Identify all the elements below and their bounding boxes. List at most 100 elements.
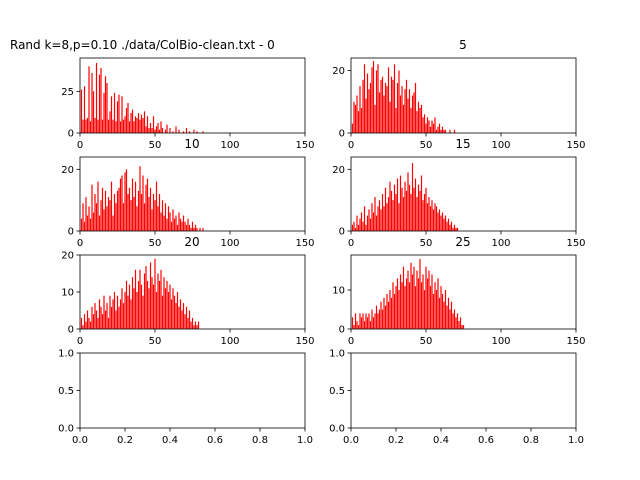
x-tick-label: 100 bbox=[491, 140, 510, 151]
histogram-bar bbox=[386, 86, 388, 134]
histogram-bar bbox=[402, 197, 405, 231]
histogram-bar bbox=[371, 203, 373, 231]
histogram-bar bbox=[130, 200, 132, 231]
histogram-bar bbox=[440, 215, 442, 231]
histogram-bar bbox=[399, 95, 402, 133]
histogram-bar bbox=[447, 297, 450, 329]
axes-frame bbox=[350, 352, 577, 429]
histogram-bar bbox=[437, 278, 439, 329]
histogram-bar bbox=[112, 215, 114, 231]
x-tick-label: 100 bbox=[220, 140, 239, 151]
histogram-bar bbox=[176, 292, 179, 329]
histogram-bar bbox=[104, 310, 107, 329]
histogram-bar bbox=[384, 305, 387, 329]
histogram-bar bbox=[197, 321, 200, 329]
y-tick-label: 0.5 bbox=[58, 386, 74, 397]
histogram-bar bbox=[124, 292, 126, 329]
histogram-bar bbox=[365, 98, 367, 134]
histogram-bar bbox=[103, 209, 105, 231]
histogram-bar bbox=[369, 321, 372, 329]
histogram-bar bbox=[130, 299, 132, 329]
histogram-bar bbox=[184, 314, 186, 329]
histogram-bar bbox=[92, 91, 95, 133]
histogram-bar bbox=[178, 212, 180, 231]
subplot-title: 20 bbox=[184, 235, 199, 249]
histogram-bar bbox=[426, 278, 429, 329]
histogram-bar bbox=[425, 123, 427, 134]
histogram-bar bbox=[374, 197, 376, 231]
histogram-bar bbox=[434, 203, 436, 231]
histogram-bar bbox=[125, 108, 128, 133]
histogram-bar bbox=[185, 128, 188, 133]
y-tick-label: 10 bbox=[61, 288, 74, 299]
axes-frame bbox=[350, 57, 577, 134]
histogram-bar bbox=[136, 118, 138, 133]
histogram-bar bbox=[444, 290, 447, 329]
histogram-bar bbox=[372, 317, 375, 329]
histogram-bar bbox=[408, 184, 411, 231]
histogram-bar bbox=[354, 227, 357, 231]
histogram-bar bbox=[356, 95, 358, 133]
histogram-bar bbox=[449, 224, 451, 231]
histogram-bar bbox=[378, 92, 381, 134]
histogram-bar bbox=[390, 76, 393, 133]
histogram-bar bbox=[122, 303, 125, 329]
histogram-bar bbox=[396, 278, 399, 329]
histogram-bar bbox=[444, 215, 447, 231]
histogram-bar bbox=[173, 218, 176, 231]
histogram-bar bbox=[390, 190, 393, 231]
x-tick-label: 1.0 bbox=[297, 435, 313, 446]
histogram-bar bbox=[164, 203, 167, 231]
histogram-bar bbox=[194, 321, 197, 329]
histogram-bar bbox=[429, 206, 432, 231]
histogram-bar bbox=[368, 89, 370, 133]
histogram-bar bbox=[380, 79, 382, 134]
histogram-bar bbox=[164, 288, 167, 329]
y-tick-label: 0.5 bbox=[329, 386, 345, 397]
x-tick-label: 0.6 bbox=[207, 435, 223, 446]
histogram-bar bbox=[369, 83, 372, 133]
histogram-bar bbox=[182, 131, 185, 133]
subplot-3: 0 50 100 150 0 20 15 bbox=[332, 137, 585, 249]
y-tick-label: 25 bbox=[61, 87, 74, 98]
histogram-bar bbox=[452, 313, 454, 329]
histogram-bar bbox=[378, 309, 381, 329]
subplot-1: 0 50 100 150 0 20 5 bbox=[332, 38, 585, 151]
histogram-bar bbox=[377, 313, 379, 329]
histogram-bar bbox=[405, 190, 408, 231]
histogram-bar bbox=[383, 95, 385, 133]
histogram-bar bbox=[155, 181, 158, 231]
histogram-bar bbox=[366, 317, 369, 329]
histogram-bar bbox=[456, 313, 459, 329]
histogram-bar bbox=[435, 206, 438, 231]
histogram-bar bbox=[351, 224, 354, 231]
histogram-bar bbox=[118, 187, 120, 231]
histogram-bar bbox=[431, 274, 433, 329]
histogram-bar bbox=[176, 224, 179, 231]
x-tick-label: 50 bbox=[149, 140, 162, 151]
histogram-bar bbox=[83, 314, 86, 329]
histogram-bar bbox=[395, 108, 397, 133]
histogram-bar bbox=[121, 96, 123, 133]
histogram-bar bbox=[416, 197, 418, 231]
x-tick-label: 50 bbox=[420, 336, 433, 347]
histogram-bar bbox=[82, 203, 84, 231]
histogram-bar bbox=[444, 129, 447, 134]
histogram-bar bbox=[362, 79, 364, 134]
histogram-bar bbox=[166, 280, 168, 329]
histogram-bar bbox=[359, 313, 361, 329]
histogram-bar bbox=[435, 129, 438, 134]
x-tick-label: 50 bbox=[149, 336, 162, 347]
histogram-bar bbox=[366, 215, 369, 231]
histogram-bar bbox=[157, 273, 159, 329]
x-tick-label: 0 bbox=[77, 140, 83, 151]
histogram-bar bbox=[196, 325, 198, 329]
histogram-bar bbox=[456, 227, 459, 231]
y-tick-label: 10 bbox=[332, 286, 345, 297]
histogram-bar bbox=[437, 212, 439, 231]
histogram-bar bbox=[161, 200, 164, 231]
histogram-bar bbox=[163, 215, 165, 231]
histogram-bar bbox=[453, 224, 456, 231]
histogram-bar bbox=[432, 293, 435, 329]
x-tick-label: 0.0 bbox=[343, 435, 359, 446]
